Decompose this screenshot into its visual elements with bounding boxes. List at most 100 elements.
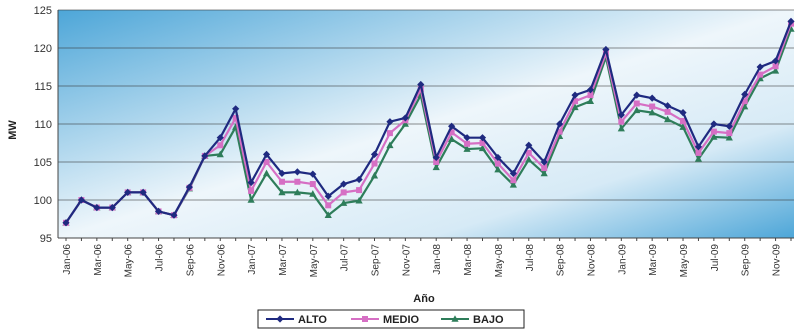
- data-point-bajo: [340, 199, 348, 206]
- x-tick-label: Mar-06: [93, 244, 104, 276]
- data-point-medio: [433, 159, 440, 165]
- data-point-bajo: [247, 196, 255, 203]
- y-tick-label: 105: [34, 157, 52, 169]
- data-point-alto: [216, 134, 224, 142]
- data-point-medio: [294, 178, 301, 185]
- x-tick-label: Nov-08: [586, 244, 597, 277]
- legend-box: [257, 309, 525, 329]
- data-point-alto: [494, 153, 502, 162]
- x-tick-label: Jul-09: [710, 244, 721, 272]
- x-tick-label: Sep-07: [371, 244, 382, 277]
- x-tick-label: Mar-09: [648, 244, 659, 276]
- data-point-bajo: [725, 133, 733, 141]
- data-point-alto: [386, 118, 394, 126]
- data-point-bajo: [448, 135, 456, 142]
- data-point-alto: [478, 134, 487, 142]
- series-alto: [62, 17, 795, 227]
- data-point-medio: [309, 181, 316, 188]
- data-point-alto: [154, 207, 163, 215]
- data-point-alto: [710, 120, 718, 128]
- data-point-alto: [586, 86, 595, 94]
- data-point-alto: [756, 63, 764, 71]
- data-point-alto: [633, 91, 641, 99]
- data-point-medio: [618, 118, 625, 125]
- axes: [57, 10, 794, 241]
- data-point-bajo: [509, 181, 517, 188]
- data-point-medio: [278, 178, 285, 185]
- y-axis-title: MW: [7, 120, 19, 140]
- data-point-alto: [262, 150, 271, 158]
- data-point-medio: [572, 98, 579, 105]
- data-point-alto: [679, 109, 687, 117]
- legend-marker-alto: [276, 315, 284, 323]
- x-tick-label: Sep-06: [185, 244, 196, 277]
- data-point-bajo: [663, 115, 672, 123]
- data-point-medio: [710, 128, 717, 135]
- data-point-bajo: [710, 133, 718, 140]
- data-point-medio: [525, 149, 532, 156]
- data-point-alto: [525, 141, 533, 149]
- data-point-alto: [108, 204, 116, 212]
- data-point-bajo: [571, 103, 579, 111]
- x-tick-label: Nov-07: [401, 244, 412, 277]
- data-point-medio: [386, 130, 393, 137]
- data-point-alto: [201, 152, 209, 160]
- data-point-bajo: [633, 106, 641, 114]
- legend-label-alto: ALTO: [298, 314, 327, 326]
- data-point-medio: [726, 130, 733, 137]
- data-point-alto: [741, 90, 749, 98]
- y-tick-label: 115: [34, 81, 52, 93]
- data-point-alto: [340, 180, 348, 188]
- x-tick-label: Jul-07: [340, 244, 351, 272]
- data-point-alto: [124, 188, 132, 196]
- x-tick-label: Mar-07: [278, 244, 289, 276]
- x-tick-label: Mar-08: [463, 244, 474, 276]
- data-point-medio: [556, 128, 563, 135]
- data-point-medio: [649, 103, 656, 110]
- data-point-alto: [617, 111, 625, 119]
- data-point-medio: [587, 92, 594, 99]
- data-point-medio: [633, 100, 640, 107]
- data-point-alto: [540, 158, 548, 166]
- x-tick-label: Jul-08: [525, 244, 536, 272]
- data-point-alto: [355, 175, 363, 184]
- data-point-medio: [541, 165, 548, 172]
- series-group: [62, 17, 795, 227]
- data-point-medio: [695, 149, 702, 156]
- data-point-alto: [787, 17, 795, 25]
- data-point-alto: [247, 178, 255, 187]
- legend-marker-medio: [362, 316, 368, 322]
- data-point-medio: [680, 117, 687, 124]
- data-point-medio: [263, 159, 270, 165]
- x-tick-label: Jul-06: [155, 244, 166, 272]
- data-point-bajo: [401, 120, 409, 127]
- data-point-alto: [324, 192, 332, 200]
- data-point-medio: [356, 187, 363, 194]
- data-point-bajo: [478, 144, 487, 152]
- data-point-alto: [771, 57, 780, 65]
- data-point-alto: [139, 188, 147, 196]
- data-point-bajo: [293, 188, 301, 196]
- legend: ALTO MEDIO BAJO: [257, 309, 525, 329]
- x-tick-label: Sep-08: [556, 244, 567, 277]
- data-point-bajo: [463, 145, 471, 152]
- data-point-alto: [293, 168, 301, 176]
- data-point-alto: [417, 80, 425, 89]
- data-point-bajo: [617, 124, 625, 132]
- data-point-bajo: [525, 155, 533, 163]
- legend-marker-bajo: [451, 315, 459, 322]
- data-point-alto: [602, 45, 610, 54]
- data-point-alto: [370, 150, 379, 158]
- data-point-medio: [232, 114, 239, 121]
- x-tick-label: May-09: [679, 244, 690, 278]
- data-point-bajo: [355, 196, 363, 204]
- data-point-medio: [325, 202, 332, 209]
- data-point-bajo: [278, 188, 286, 196]
- y-tick-label: 125: [34, 5, 52, 17]
- x-tick-label: Jan-09: [617, 244, 628, 275]
- data-point-alto: [232, 105, 240, 113]
- data-point-bajo: [494, 165, 502, 173]
- data-point-alto: [448, 122, 456, 130]
- data-point-bajo: [679, 123, 687, 130]
